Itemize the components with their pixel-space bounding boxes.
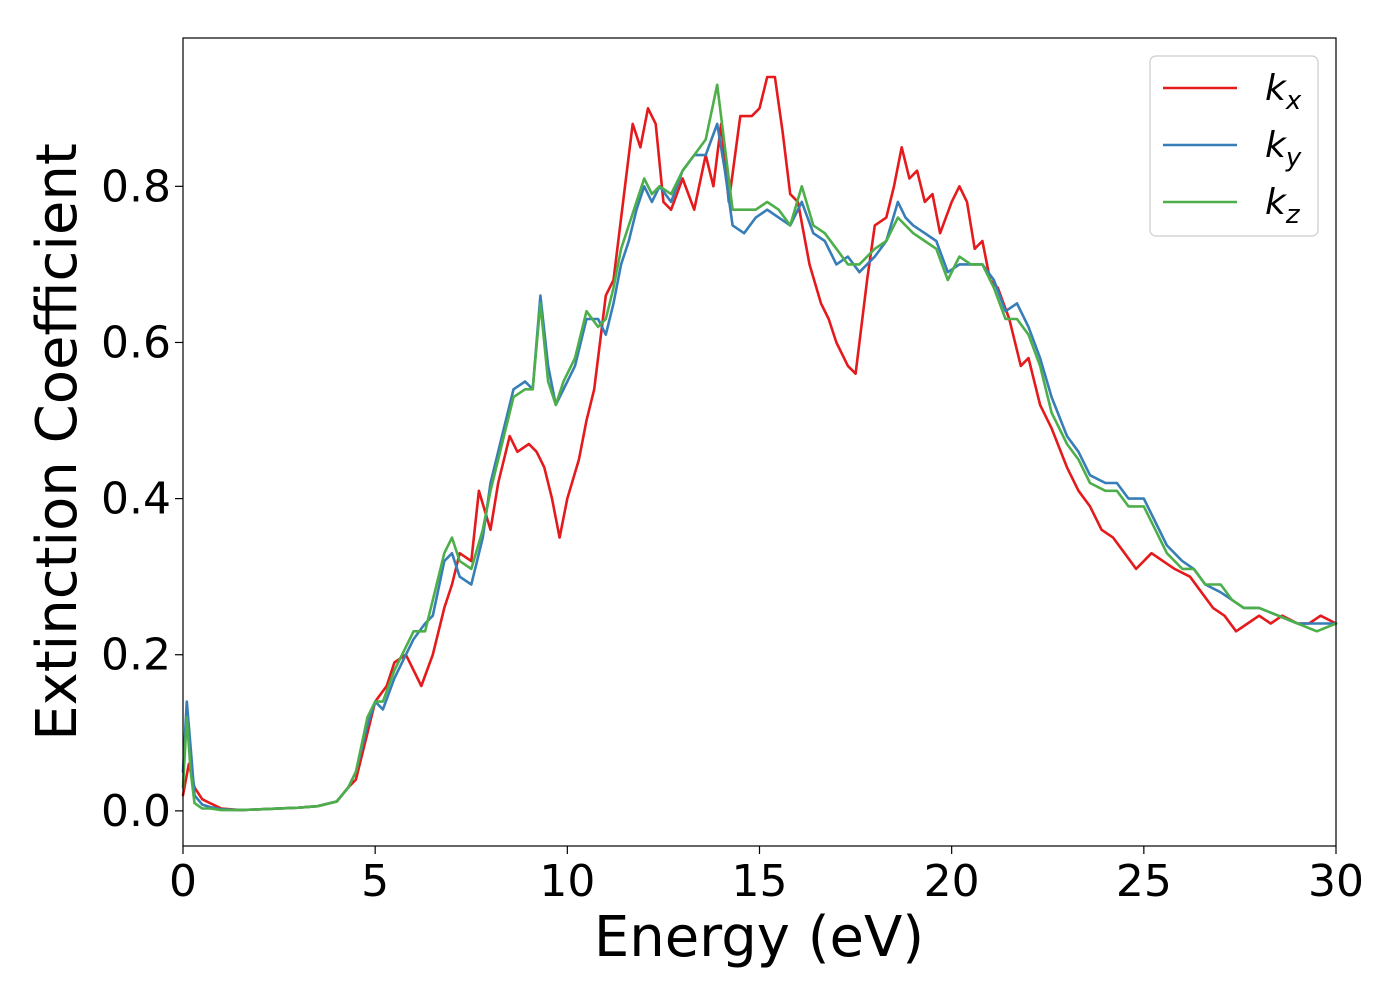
y-tick-label: 0.4 (101, 474, 171, 525)
plot-area (183, 38, 1336, 846)
x-tick-label: 5 (361, 856, 389, 907)
x-tick-label: 20 (924, 856, 980, 907)
y-tick-label: 0.6 (101, 317, 171, 368)
x-tick-label: 25 (1116, 856, 1172, 907)
legend-items: kx ky kz (1163, 68, 1302, 230)
x-tick-label: 0 (169, 856, 197, 907)
series-line-kx (181, 75, 1338, 812)
series-line-ky (181, 122, 1338, 812)
legend-label-kx: kx (1265, 68, 1302, 116)
legend-label-ky: ky (1265, 125, 1302, 173)
series-layer (181, 75, 1338, 812)
x-tick-label: 15 (732, 856, 788, 907)
legend-label-kz: kz (1265, 182, 1301, 230)
y-tick-label: 0.0 (101, 786, 171, 837)
series-line-kz (181, 83, 1338, 812)
y-tick-label: 0.8 (101, 161, 171, 212)
x-tick-label: 30 (1308, 856, 1364, 907)
y-tick-label: 0.2 (101, 630, 171, 681)
x-axis: 0 5 10 15 20 25 30 (169, 846, 1364, 907)
legend: kx ky kz (1149, 55, 1319, 237)
y-axis-label: Extinction Coefficient (25, 143, 90, 741)
x-tick-label: 10 (539, 856, 595, 907)
x-axis-label: Energy (eV) (594, 905, 924, 970)
y-axis: 0.0 0.2 0.4 0.6 0.8 (101, 161, 183, 837)
